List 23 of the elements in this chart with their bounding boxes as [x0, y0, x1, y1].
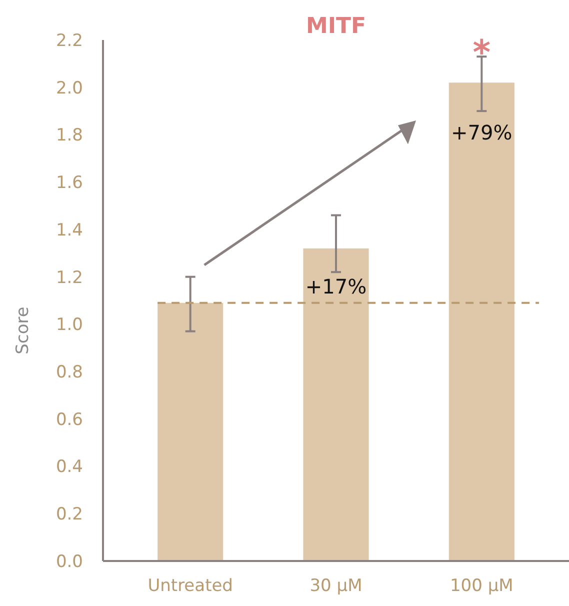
y-tick-label: 0.0 — [56, 552, 83, 572]
y-tick-label: 0.6 — [56, 410, 83, 430]
x-tick-label: 100 µM — [450, 576, 514, 596]
y-tick-label: 2.2 — [56, 30, 83, 51]
y-tick-label: 1.6 — [56, 173, 83, 194]
y-tick-label: 1.2 — [56, 268, 83, 288]
y-tick-label: 1.0 — [56, 315, 83, 336]
y-axis-title: Score — [13, 306, 33, 354]
annotation: +79% — [451, 120, 512, 144]
bar — [158, 302, 224, 561]
x-tick-label: 30 µM — [310, 576, 362, 596]
annotation: * — [472, 32, 491, 73]
chart-title: MITF — [306, 14, 366, 39]
bar — [303, 248, 369, 561]
y-tick-label: 1.4 — [56, 220, 83, 240]
y-tick-label: 0.2 — [56, 504, 83, 525]
y-tick-label: 0.4 — [56, 457, 83, 478]
annotation: +17% — [305, 274, 367, 298]
y-tick-label: 0.8 — [56, 362, 83, 382]
x-tick-label: Untreated — [148, 576, 233, 596]
y-tick-label: 1.8 — [56, 126, 83, 146]
y-tick-label: 2.0 — [56, 78, 83, 98]
bar — [448, 82, 514, 561]
